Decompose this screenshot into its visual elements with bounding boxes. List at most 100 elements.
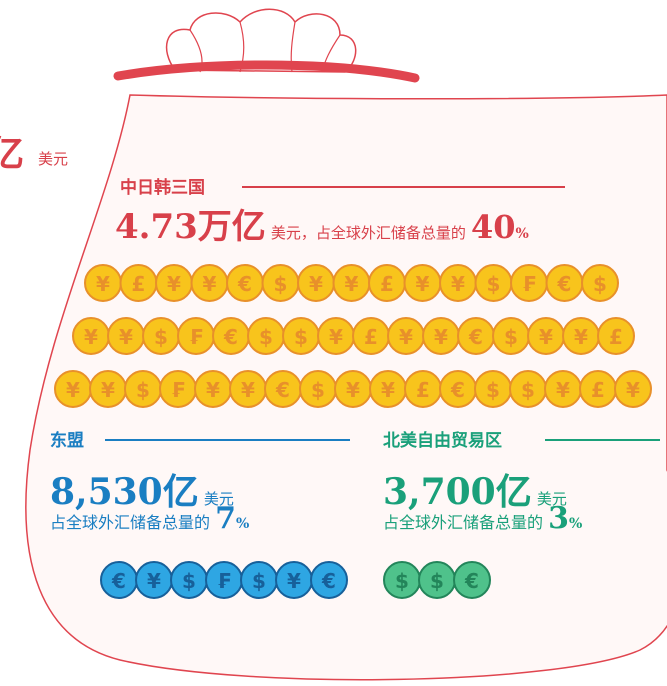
coin-symbol: ¥: [287, 569, 301, 593]
coin-symbol: £: [364, 325, 378, 349]
coin-symbol: $: [136, 378, 150, 402]
coin-face: [597, 317, 635, 355]
coin: ¥: [403, 264, 442, 302]
coin: $: [282, 317, 320, 355]
bag-tie: [113, 60, 420, 83]
coin: ¥: [89, 370, 127, 408]
coin-symbol: £: [591, 378, 605, 402]
coin-symbol: ¥: [539, 325, 553, 349]
coin-symbol: €: [321, 569, 336, 593]
coin-face: [581, 264, 619, 302]
coin: ¥: [107, 317, 145, 355]
region-name: 中日韩三国: [120, 177, 205, 198]
coin-symbol: ¥: [206, 378, 220, 402]
share-line: 占全球外汇储备总量的 3%: [383, 501, 582, 536]
coin: £: [368, 264, 406, 302]
coin: ¥: [194, 370, 232, 408]
coin-symbol: ¥: [101, 378, 115, 402]
coin-symbol: €: [468, 325, 483, 349]
coin-symbol: €: [464, 569, 479, 593]
coin: ¥: [84, 264, 122, 302]
coin-symbol: £: [132, 272, 146, 296]
coin-symbol: ¥: [119, 325, 133, 349]
coin-symbol: ¥: [147, 569, 161, 593]
coin-symbol: €: [557, 272, 572, 296]
coin-symbol: $: [430, 569, 444, 593]
coin: ¥: [72, 317, 110, 355]
coin-symbol: $: [395, 569, 409, 593]
coin-symbol: ¥: [203, 272, 217, 296]
coin: ¥: [439, 264, 477, 302]
coin: $: [509, 370, 547, 408]
percent: %: [516, 226, 529, 242]
coin: ¥: [190, 264, 229, 302]
coin: ¥: [135, 561, 173, 599]
coin: £: [119, 264, 158, 302]
coin-symbol: ¥: [381, 378, 395, 402]
coin-face: [614, 370, 652, 408]
unit-text: 美元，占全球外汇储备总量的: [271, 224, 466, 242]
coin: €: [457, 317, 495, 355]
coin-symbol: $: [274, 272, 288, 296]
coin: €: [212, 317, 250, 355]
coin-symbol: $: [486, 378, 500, 402]
coin-symbol: €: [237, 272, 252, 296]
coin: $: [142, 317, 180, 355]
share: 3: [548, 501, 569, 536]
coin-symbol: ¥: [167, 272, 181, 296]
coin: ₣: [159, 370, 197, 408]
coin: $: [581, 264, 619, 302]
region-amount-line: 8,530亿 美元: [50, 471, 234, 513]
coin-symbol: ¥: [574, 325, 588, 349]
coin: £: [404, 370, 442, 408]
coin-face: [310, 561, 348, 599]
coin: ¥: [527, 317, 565, 355]
coin: €: [439, 370, 477, 408]
coin-symbol: £: [416, 378, 430, 402]
coin: £: [597, 317, 635, 355]
coin: €: [226, 264, 264, 302]
coin-symbol: ¥: [309, 272, 323, 296]
amount: 4.73万亿: [115, 207, 266, 247]
coin-symbol: $: [593, 272, 607, 296]
share-text: 占全球外汇储备总量的: [50, 513, 210, 532]
coin: $: [124, 370, 162, 408]
coin-symbol: $: [294, 325, 308, 349]
coin: ₣: [510, 264, 548, 302]
region-amount-line: 3,700亿 美元: [383, 471, 567, 513]
coin: ¥: [54, 370, 92, 408]
coin: ¥: [317, 317, 355, 355]
coin-symbol: ¥: [626, 378, 640, 402]
coin: ¥: [334, 370, 372, 408]
unit-text: 美元: [204, 490, 234, 508]
coin: $: [418, 561, 456, 599]
coin-symbol: ¥: [556, 378, 570, 402]
coin: ¥: [297, 264, 335, 302]
coin: ¥: [229, 370, 267, 408]
amount: 8,530亿: [50, 471, 199, 513]
coin: €: [453, 561, 491, 599]
coin: $: [383, 561, 421, 599]
coin-symbol: €: [111, 569, 126, 593]
coin-symbol: ¥: [434, 325, 448, 349]
percent: %: [236, 516, 249, 532]
coin: $: [247, 317, 285, 355]
percent: %: [569, 516, 582, 532]
coin-symbol: ¥: [345, 272, 359, 296]
coin-symbol: ¥: [84, 325, 98, 349]
share: 7: [215, 501, 236, 536]
coin-symbol: $: [182, 569, 196, 593]
coin-symbol: ¥: [346, 378, 360, 402]
coin: ¥: [369, 370, 407, 408]
coin: ¥: [332, 264, 371, 302]
coin: ¥: [614, 370, 652, 408]
coin-symbol: ₣: [217, 569, 231, 593]
coin: ¥: [155, 264, 193, 302]
coin-symbol: $: [259, 325, 273, 349]
coin: $: [474, 370, 512, 408]
coin-symbol: $: [252, 569, 266, 593]
coin: ¥: [275, 561, 313, 599]
coin: €: [264, 370, 302, 408]
